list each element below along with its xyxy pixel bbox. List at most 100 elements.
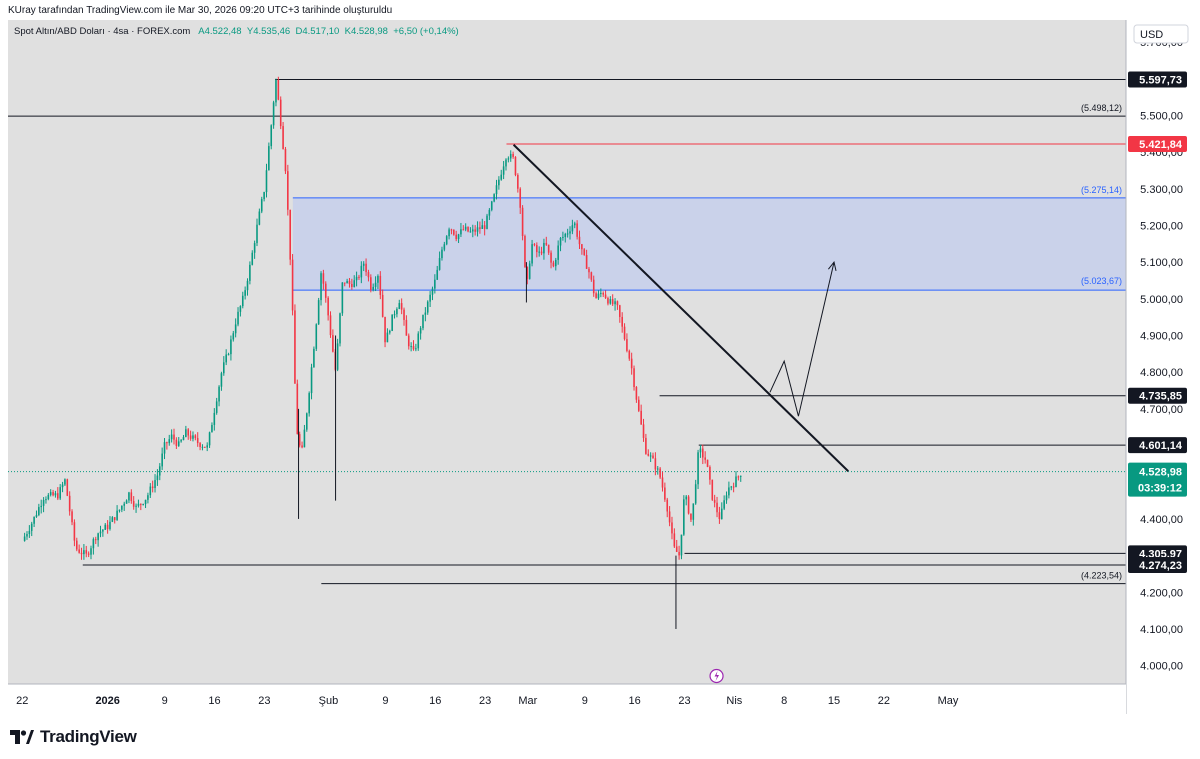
projection-path[interactable] xyxy=(769,262,835,417)
candle-body xyxy=(26,534,28,537)
candle-body xyxy=(303,429,306,448)
candle-body xyxy=(505,159,507,167)
candle-body xyxy=(388,330,391,333)
price-tag-label: 4.601,14 xyxy=(1139,440,1183,452)
candle-body xyxy=(704,457,706,460)
candle-body xyxy=(275,80,277,103)
candle-body xyxy=(668,511,671,523)
candle-body xyxy=(308,393,310,414)
candle-body xyxy=(573,223,576,226)
candle-body xyxy=(685,496,688,500)
candle-body xyxy=(476,227,479,232)
current-price-bg xyxy=(1128,462,1187,497)
change-value: +6,50 (+0,14%) xyxy=(393,26,459,37)
candle-body xyxy=(192,435,194,439)
currency-box[interactable] xyxy=(1133,24,1189,44)
candle-body xyxy=(78,549,80,553)
candle-body xyxy=(445,236,448,245)
candle-body xyxy=(585,255,588,269)
x-tick-label: 23 xyxy=(258,695,270,707)
candle-body xyxy=(713,499,716,503)
candle-body xyxy=(481,225,484,229)
candle-body xyxy=(158,466,161,476)
candle-body xyxy=(616,301,619,306)
candle-body xyxy=(412,346,415,350)
current-price-tag[interactable]: 4.528,98 03:39:12 xyxy=(1128,462,1187,497)
candle-body xyxy=(690,513,692,520)
x-tick-label: 16 xyxy=(429,695,441,707)
candle-body xyxy=(431,288,434,295)
x-tick-label: 16 xyxy=(208,695,220,707)
price-tag[interactable]: 5.421,84 xyxy=(1128,136,1187,153)
candle-body xyxy=(154,480,156,489)
candle-body xyxy=(735,476,737,487)
candle-body xyxy=(400,303,403,310)
candle-body xyxy=(559,237,562,246)
candle-body xyxy=(73,522,76,541)
price-tag[interactable]: 4.735,85 xyxy=(1128,387,1187,404)
candle-body xyxy=(113,517,116,520)
candle-body xyxy=(720,508,723,520)
candle-body xyxy=(552,262,555,267)
y-tick-label: 4.800,00 xyxy=(1140,367,1183,379)
candle-body xyxy=(569,231,571,234)
candle-body xyxy=(493,194,495,202)
candle-body xyxy=(464,226,467,230)
candle-body xyxy=(75,540,78,550)
candle-body xyxy=(23,536,26,541)
candle-body xyxy=(227,354,230,356)
price-chart[interactable]: (5.275,14) (5.023,67) (5.498,12) (4.223,54)… xyxy=(8,20,1191,714)
event-lightning-icon[interactable] xyxy=(709,668,724,684)
candle-body xyxy=(514,156,517,176)
candle-body xyxy=(175,439,178,446)
candle-body xyxy=(675,546,678,552)
x-tick-label: 23 xyxy=(678,695,690,707)
candle-body xyxy=(495,185,498,195)
price-tag-bg xyxy=(1128,557,1187,574)
candle-body xyxy=(469,231,472,233)
price-scale[interactable] xyxy=(1126,20,1191,714)
candle-body xyxy=(116,510,118,520)
candle-body xyxy=(455,234,457,240)
candle-body xyxy=(201,446,204,448)
candle-body xyxy=(471,229,474,232)
candle-body xyxy=(99,531,102,534)
candle-body xyxy=(346,280,348,284)
x-tick-label: 15 xyxy=(828,695,840,707)
x-tick-label: 2026 xyxy=(95,695,119,707)
candle-body xyxy=(54,493,57,496)
supply-zone[interactable] xyxy=(292,197,1126,291)
candle-body xyxy=(301,445,303,448)
price-tag[interactable]: 4.601,14 xyxy=(1128,437,1187,454)
chart-area[interactable]: (5.275,14) (5.023,67) (5.498,12) (4.223,54)… xyxy=(8,20,1191,714)
candle-body xyxy=(320,273,322,301)
tradingview-logo[interactable]: TradingView xyxy=(10,727,137,747)
candle-body xyxy=(509,153,512,159)
candle-body xyxy=(554,259,557,267)
candle-body xyxy=(332,335,334,352)
descending-trendline[interactable] xyxy=(512,144,849,472)
price-tag-label: 5.597,73 xyxy=(1139,75,1182,87)
candle-body xyxy=(223,362,225,374)
candle-body xyxy=(137,503,140,506)
price-tag[interactable]: 4.274,23 xyxy=(1128,557,1187,574)
candle-body xyxy=(422,314,424,329)
candle-body xyxy=(204,446,206,448)
candle-body xyxy=(230,339,232,355)
y-tick-label: 5.000,00 xyxy=(1140,294,1183,306)
candle-body xyxy=(327,297,329,316)
candle-body xyxy=(666,499,669,512)
candle-body xyxy=(177,441,180,446)
candle-body xyxy=(391,314,393,331)
candle-body xyxy=(358,276,360,278)
candle-body xyxy=(111,517,114,522)
candle-body xyxy=(123,503,126,506)
zone-top-label: (5.275,14) xyxy=(1081,185,1122,195)
symbol-title[interactable]: Spot Altın/ABD Doları · 4sa · FOREX.com xyxy=(14,26,191,37)
x-tick-label: 16 xyxy=(629,695,641,707)
price-tag[interactable]: 5.597,73 xyxy=(1128,71,1187,88)
low-value: D4.517,10 xyxy=(295,26,340,37)
time-axis[interactable] xyxy=(8,684,1126,714)
candle-body xyxy=(270,125,273,147)
candle-body xyxy=(313,348,315,368)
